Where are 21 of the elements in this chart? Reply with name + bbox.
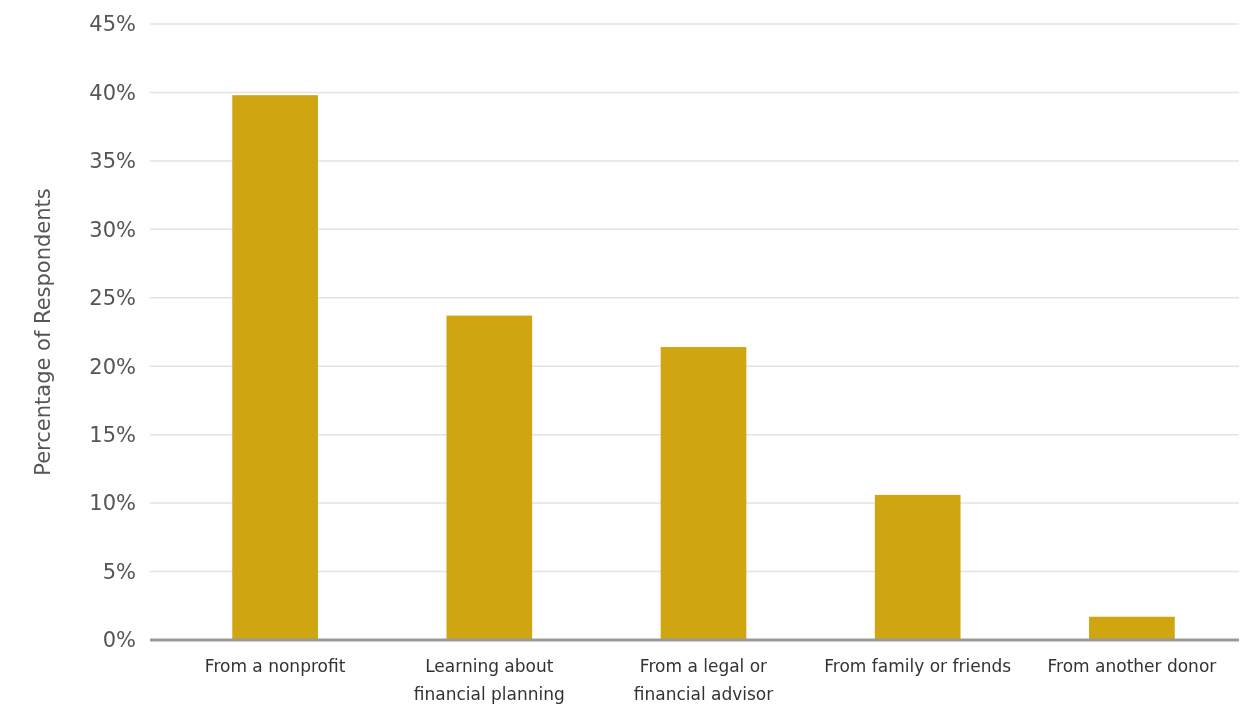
bar bbox=[874, 494, 961, 640]
y-tick-label: 45% bbox=[89, 12, 136, 37]
y-tick-label: 5% bbox=[102, 559, 136, 584]
y-tick-label: 10% bbox=[89, 491, 136, 516]
bar bbox=[660, 347, 747, 640]
y-tick-label: 25% bbox=[89, 286, 136, 311]
bar bbox=[1089, 616, 1175, 640]
x-tick-label: From a legal or financial advisor bbox=[633, 656, 774, 704]
bar bbox=[446, 315, 533, 640]
bar bbox=[232, 95, 318, 640]
y-axis-title: Percentage of Respondents bbox=[31, 188, 55, 476]
y-tick-label: 35% bbox=[89, 149, 136, 174]
x-tick-label: From family or friends bbox=[824, 656, 1012, 676]
y-tick-label: 15% bbox=[89, 423, 136, 448]
x-tick-label: Learning about financial planning bbox=[413, 656, 565, 704]
x-tick-label: From a nonprofit bbox=[204, 656, 346, 676]
x-tick-label: From another donor bbox=[1047, 656, 1217, 676]
y-tick-label: 30% bbox=[89, 217, 136, 242]
y-tick-label: 0% bbox=[102, 628, 136, 653]
y-tick-label: 40% bbox=[89, 80, 136, 105]
y-tick-label: 20% bbox=[89, 354, 136, 379]
